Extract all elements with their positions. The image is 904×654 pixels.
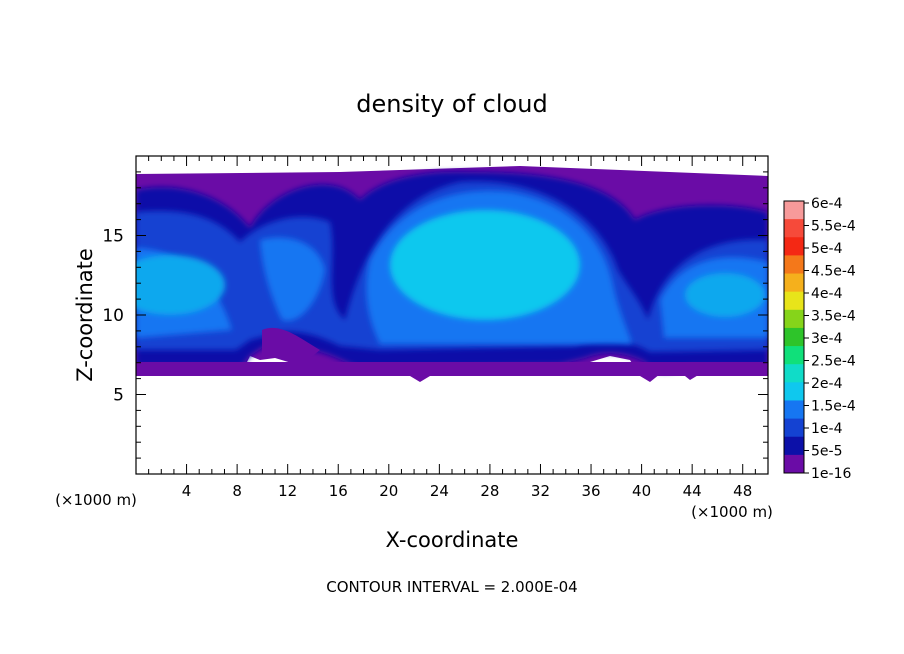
colorbar-label: 1.5e-4 [811,399,856,415]
cloud-core-right [685,273,765,317]
cloud-core-left [136,255,225,315]
cloud-core-main [390,210,580,320]
x-tick-label: 20 [379,482,398,500]
x-unit-left: (×1000 m) [55,491,137,509]
colorbar-cell [784,382,804,401]
colorbar-labels: 6e-4 5.5e-4 5e-4 4.5e-4 4e-4 3.5e-4 3e-4 2.5e-4… [804,196,856,482]
colorbar-label: 3.5e-4 [811,309,856,325]
colorbar-cell [784,255,804,275]
x-tick-label: 24 [430,482,449,500]
y-tick-label: 10 [102,306,124,326]
colorbar-cell [784,273,804,293]
x-tick-label: 48 [733,482,752,500]
contour-interval-footer: CONTOUR INTERVAL = 2.000E-04 [326,578,577,596]
colorbar-label: 2.5e-4 [811,354,856,370]
colorbar-cell [784,309,804,329]
colorbar-cell [784,436,804,456]
x-tick-label: 4 [182,482,192,500]
colorbar-cell [784,291,804,311]
colorbar-label: 3e-4 [811,331,843,347]
chart-title: density of cloud [356,90,547,118]
colorbar-cell [784,237,804,256]
x-tick-label: 8 [232,482,242,500]
colorbar-label: 5e-5 [811,444,842,460]
colorbar [783,200,805,474]
x-tick-label: 40 [632,482,651,500]
colorbar-cell [784,346,804,365]
x-tick-marks [148,156,756,474]
colorbar-cell [784,327,804,347]
x-tick-label: 16 [329,482,348,500]
cloud-base-purple-pocket [262,327,320,358]
y-tick-label: 15 [102,227,124,247]
x-axis-label: X-coordinate [386,528,519,552]
colorbar-label: 4e-4 [811,286,843,302]
colorbar-cell [784,364,804,383]
colorbar-label: 1e-4 [811,421,843,437]
colorbar-label: 1e-16 [811,466,851,482]
y-tick-label: 5 [113,386,124,406]
heatmap-field [136,166,768,382]
x-tick-label: 12 [278,482,297,500]
cloud-base-band [136,362,768,376]
colorbar-cell [784,418,804,438]
colorbar-label: 2e-4 [811,376,843,392]
x-tick-label: 44 [683,482,702,500]
colorbar-cell [784,201,804,220]
colorbar-label: 4.5e-4 [811,264,856,280]
colorbar-label: 6e-4 [811,196,843,212]
colorbar-cell [784,454,804,474]
colorbar-label: 5e-4 [811,241,843,257]
colorbar-label: 5.5e-4 [811,219,856,235]
colorbar-cell [784,219,804,238]
x-tick-labels: 4 8 12 16 20 24 28 32 36 40 44 48 [182,482,752,500]
x-tick-label: 36 [581,482,600,500]
x-unit-right: (×1000 m) [691,503,773,521]
y-axis-label: Z-coordinate [73,248,97,382]
colorbar-frame [783,200,805,474]
x-tick-label: 32 [531,482,550,500]
x-tick-label: 28 [480,482,499,500]
colorbar-cell [784,400,804,420]
y-tick-marks [136,171,768,459]
y-tick-labels: 5 10 15 [102,227,124,406]
